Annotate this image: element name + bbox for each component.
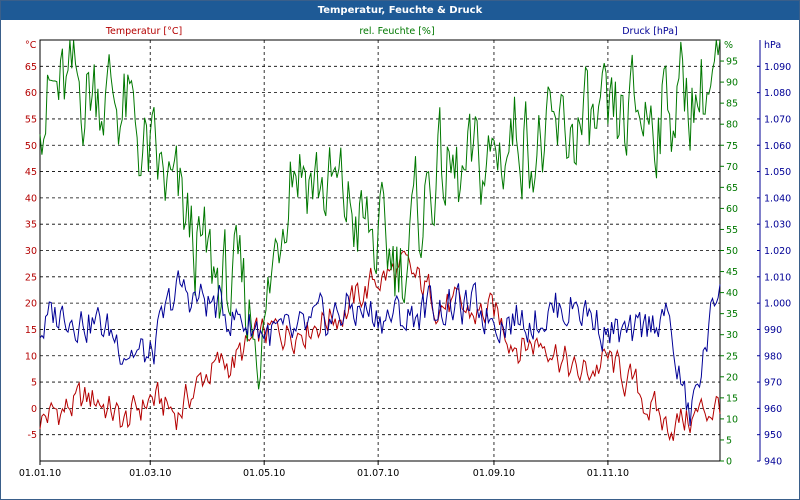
pressure-tick-label: 960 (764, 404, 782, 415)
temperature-tick-label: 55 (25, 114, 37, 125)
temperature-tick-label: 40 (25, 193, 37, 204)
pressure-tick-label: 1.020 (764, 246, 791, 257)
pressure-axis-title: Druck [hPa] (622, 26, 678, 37)
plot-lines (39, 39, 721, 442)
temperature-tick-label: 60 (25, 88, 37, 99)
pressure-tick-label: 980 (764, 351, 782, 362)
pressure-tick-label: 1.040 (764, 193, 791, 204)
window-title: Temperatur, Feuchte & Druck (1, 1, 799, 20)
humidity-tick-label: 25 (726, 351, 738, 362)
humidity-tick-label: 90 (726, 78, 738, 89)
pressure-tick-label: 1.090 (764, 62, 791, 73)
humidity-tick-label: 40 (726, 288, 738, 299)
x-tick-label: 01.03.10 (129, 468, 171, 479)
humidity-tick-label: 85 (726, 99, 738, 110)
pressure-tick-label: 950 (764, 430, 782, 441)
pressure-tick-label: 970 (764, 378, 782, 389)
temperature-tick-label: 30 (25, 246, 37, 257)
pressure-tick-label: 1.050 (764, 167, 791, 178)
humidity-tick-label: 50 (726, 246, 738, 257)
pressure-tick-label: 1.060 (764, 141, 791, 152)
temperature-tick-label: 20 (25, 299, 37, 310)
humidity-tick-label: 70 (726, 162, 738, 173)
humidity-axis-title: rel. Feuchte [%] (359, 26, 434, 37)
temperature-tick-label: 15 (25, 325, 37, 336)
temperature-tick-label: 0 (31, 404, 37, 415)
temperature-tick-label: 45 (25, 167, 37, 178)
pressure-tick-label: 1.080 (764, 88, 791, 99)
x-tick-label: 01.09.10 (473, 468, 515, 479)
pressure-tick-label: 1.010 (764, 272, 791, 283)
temperature-tick-label: 35 (25, 220, 37, 231)
humidity-tick-label: 80 (726, 120, 738, 131)
x-tick-label: 01.11.10 (587, 468, 629, 479)
temperature-tick-label: 25 (25, 272, 37, 283)
humidity-tick-label: 55 (726, 225, 738, 236)
pressure-tick-label: 990 (764, 325, 782, 336)
humidity-tick-label: 0 (726, 457, 732, 468)
pressure-tick-label: 1.000 (764, 299, 791, 310)
humidity-tick-label: 20 (726, 372, 738, 383)
humidity-tick-label: 75 (726, 141, 738, 152)
temperature-tick-label: -5 (28, 430, 37, 441)
x-tick-label: 01.07.10 (357, 468, 399, 479)
humidity-tick-label: 60 (726, 204, 738, 215)
humidity-tick-label: 95 (726, 57, 738, 68)
temperature-series-line (39, 250, 721, 442)
humidity-tick-label: 35 (726, 309, 738, 320)
pressure-tick-label: 1.030 (764, 220, 791, 231)
humidity-tick-label: 10 (726, 414, 738, 425)
pressure-tick-label: 940 (764, 457, 782, 468)
temperature-tick-label: 10 (25, 351, 37, 362)
temperature-tick-label: 5 (31, 378, 37, 389)
humidity-unit: % (724, 40, 733, 51)
x-tick-label: 01.01.10 (19, 468, 61, 479)
temperature-axis-title: Temperatur [°C] (105, 26, 182, 37)
pressure-unit: hPa (764, 40, 781, 51)
x-tick-label: 01.05.10 (243, 468, 285, 479)
humidity-tick-label: 15 (726, 393, 738, 404)
humidity-tick-label: 45 (726, 267, 738, 278)
humidity-tick-label: 65 (726, 183, 738, 194)
pressure-tick-label: 1.070 (764, 114, 791, 125)
humidity-tick-label: 30 (726, 330, 738, 341)
temperature-tick-label: 50 (25, 141, 37, 152)
humidity-series-line (39, 39, 721, 390)
pressure-series-line (39, 270, 721, 426)
temperature-tick-label: 65 (25, 62, 37, 73)
humidity-tick-label: 5 (726, 435, 732, 446)
temperature-unit: °C (25, 40, 37, 51)
